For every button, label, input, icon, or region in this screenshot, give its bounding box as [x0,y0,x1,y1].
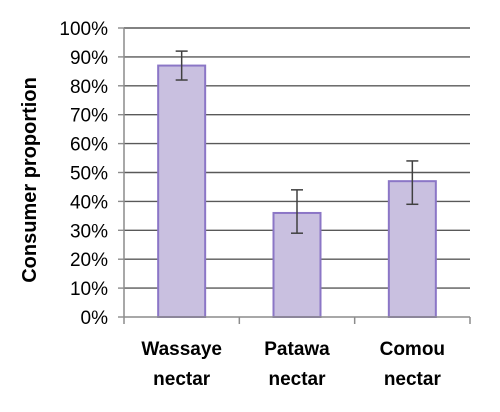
bar [157,64,207,318]
y-tick-label: 50% [70,164,108,185]
x-category-label: Comou [380,339,445,360]
y-axis-title: Consumer proportion [19,77,41,283]
y-tick-label: 30% [70,221,108,242]
y-tick-label: 0% [81,308,109,329]
x-category-label: Patawa [264,339,330,360]
x-category-label: nectar [384,369,442,390]
y-tick-label: 40% [70,192,108,213]
y-tick-label: 10% [70,279,108,300]
x-category-label: nectar [153,369,211,390]
y-tick-label: 60% [70,135,108,156]
x-category-label: nectar [268,369,326,390]
x-axis-labels: Wassaye nectar Patawa nectar Comou nectar [141,339,445,390]
y-tick-label: 20% [70,250,108,271]
x-axis [123,28,471,324]
bars [157,64,437,319]
x-category-label: Wassaye [141,339,222,360]
y-tick-label: 100% [59,19,108,40]
y-axis-ticks: 0% 10% 20% 30% 40% 50% 60% 70% 80% 90% 100% [59,19,124,329]
y-tick-label: 70% [70,106,108,127]
y-tick-label: 90% [70,48,108,69]
error-bars [175,50,419,234]
y-tick-label: 80% [70,77,108,98]
